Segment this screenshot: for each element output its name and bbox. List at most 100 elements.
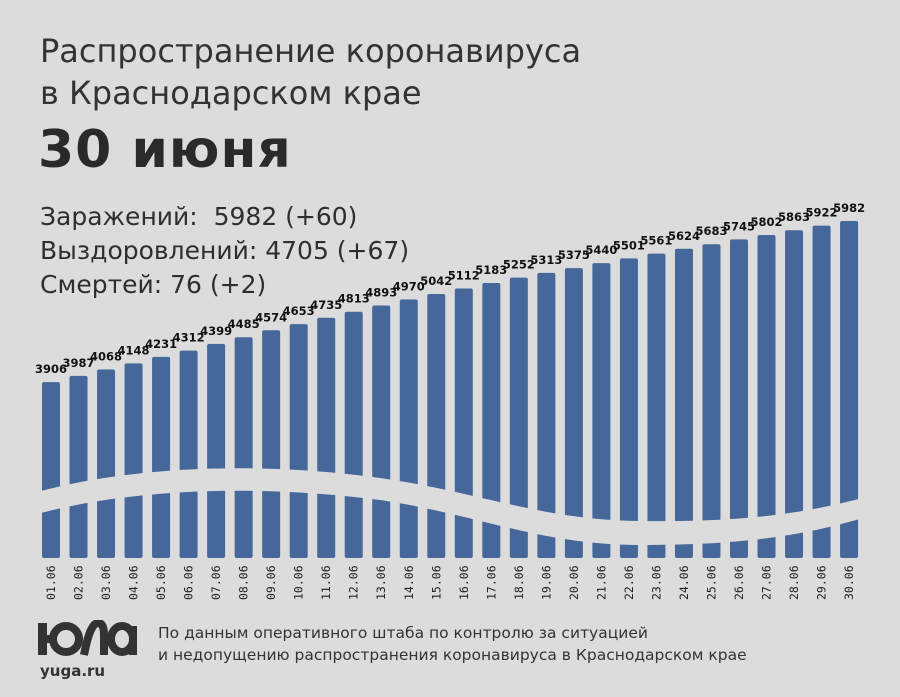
data-label: 4813 <box>338 292 370 306</box>
x-tick-label: 18.06 <box>512 565 526 600</box>
bar <box>97 369 116 558</box>
bar <box>69 375 88 558</box>
data-label: 4231 <box>145 337 177 351</box>
bar <box>537 272 556 558</box>
x-tick-label: 26.06 <box>732 565 746 600</box>
x-tick-label: 05.06 <box>154 565 168 600</box>
source-line-1: По данным оперативного штаба по контролю… <box>158 624 648 642</box>
data-label: 5624 <box>668 229 700 243</box>
data-label: 5252 <box>503 258 535 272</box>
x-tick-label: 20.06 <box>567 565 581 600</box>
x-tick-label: 10.06 <box>292 565 306 600</box>
bar <box>840 221 859 558</box>
bar <box>647 253 666 559</box>
x-tick-label: 04.06 <box>127 565 141 600</box>
source-note: По данным оперативного штаба по контролю… <box>158 622 747 666</box>
x-tick-label: 13.06 <box>374 565 388 600</box>
data-label: 5440 <box>585 243 617 257</box>
x-tick-label: 01.06 <box>44 565 58 600</box>
source-line-2: и недопущению распространения коронавиру… <box>158 646 747 664</box>
x-tick-label: 03.06 <box>99 565 113 600</box>
x-tick-label: 29.06 <box>815 565 829 600</box>
bar <box>399 299 418 558</box>
x-tick-label: 28.06 <box>787 565 801 600</box>
bar <box>234 337 253 558</box>
data-label: 3987 <box>63 356 95 370</box>
data-label: 5982 <box>833 201 865 215</box>
x-tick-label: 09.06 <box>264 565 278 600</box>
data-label: 4970 <box>393 280 425 294</box>
data-label: 5802 <box>751 215 783 229</box>
bar <box>344 311 363 558</box>
data-label: 5561 <box>640 234 672 248</box>
data-label: 5313 <box>530 253 562 267</box>
bar <box>42 382 60 558</box>
bar <box>427 293 446 558</box>
data-label: 4653 <box>283 304 315 318</box>
x-tick-label: 22.06 <box>622 565 636 600</box>
bar <box>702 244 721 558</box>
x-tick-label: 07.06 <box>209 565 223 600</box>
data-label: 5745 <box>723 219 755 233</box>
data-label: 4485 <box>228 317 260 331</box>
x-tick-label: 23.06 <box>649 565 663 600</box>
data-label: 5112 <box>448 269 480 283</box>
x-tick-label: 17.06 <box>484 565 498 600</box>
bar <box>509 277 528 558</box>
x-tick-label: 06.06 <box>182 565 196 600</box>
x-tick-label: 24.06 <box>677 565 691 600</box>
bar <box>674 248 693 558</box>
data-label: 5501 <box>613 238 645 252</box>
stat-deaths: Смертей: 76 (+2) <box>40 270 267 299</box>
data-label: 4068 <box>90 350 122 364</box>
data-label: 5183 <box>475 263 507 277</box>
data-label: 4893 <box>365 286 397 300</box>
report-date: 30 июня <box>38 120 292 180</box>
wave-band <box>30 468 870 545</box>
stats-block: Заражений: 5982 (+60) Выздоровлений: 470… <box>40 200 409 302</box>
bar <box>262 330 281 558</box>
site-url: yuga.ru <box>40 662 106 680</box>
bar <box>179 350 198 558</box>
data-label: 4312 <box>173 331 205 345</box>
x-tick-label: 14.06 <box>402 565 416 600</box>
bar <box>564 268 583 558</box>
bar <box>152 356 171 558</box>
title-line-2: в Краснодарском крае <box>40 74 422 112</box>
x-tick-label: 08.06 <box>237 565 251 600</box>
bar <box>372 305 391 558</box>
x-tick-label: 11.06 <box>319 565 333 600</box>
bar <box>592 263 611 558</box>
bar <box>207 343 226 558</box>
stat-infected: Заражений: 5982 (+60) <box>40 202 358 231</box>
data-label: 4399 <box>200 324 232 338</box>
chart-title: Распространение коронавируса в Краснодар… <box>40 30 581 114</box>
bar <box>812 225 831 558</box>
x-tick-label: 19.06 <box>539 565 553 600</box>
data-label: 5375 <box>558 248 590 262</box>
x-tick-label: 16.06 <box>457 565 471 600</box>
data-label: 5863 <box>778 210 810 224</box>
data-label: 5042 <box>420 274 452 288</box>
stat-recovered: Выздоровлений: 4705 (+67) <box>40 236 410 265</box>
title-line-1: Распространение коронавируса <box>40 32 582 70</box>
bar <box>289 324 308 558</box>
data-label: 4148 <box>118 343 150 357</box>
x-tick-label: 21.06 <box>594 565 608 600</box>
data-label: 5922 <box>806 206 838 220</box>
data-label: 3906 <box>35 362 67 376</box>
bar <box>317 317 336 558</box>
bar <box>124 363 143 558</box>
data-label: 4574 <box>255 310 287 324</box>
x-tick-label: 30.06 <box>842 565 856 600</box>
data-label: 5683 <box>695 224 727 238</box>
x-tick-label: 02.06 <box>72 565 86 600</box>
bar <box>619 258 638 558</box>
x-tick-label: 25.06 <box>704 565 718 600</box>
x-tick-label: 15.06 <box>429 565 443 600</box>
bar <box>730 239 748 558</box>
yuga-logo-icon <box>38 620 137 656</box>
data-label: 4735 <box>310 298 342 312</box>
bar <box>785 230 804 558</box>
